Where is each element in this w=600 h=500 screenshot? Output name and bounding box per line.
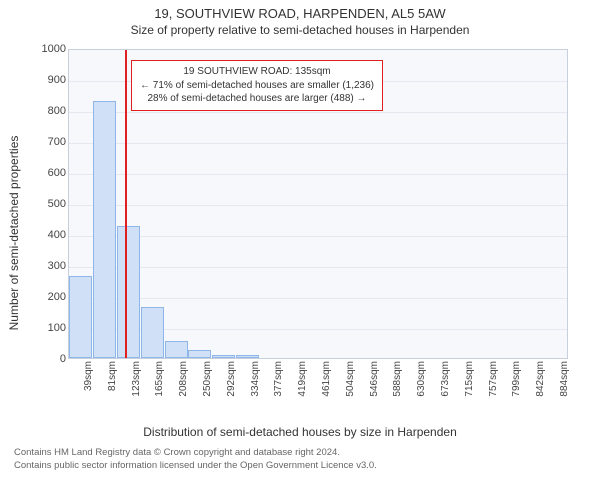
attribution-line-2: Contains public sector information licen… [14,460,600,473]
y-tick-label: 600 [40,167,66,179]
x-tick-label: 588sqm [392,361,403,401]
x-tick-label: 39sqm [83,361,94,401]
x-tick-label: 630sqm [416,361,427,401]
x-tick-label: 292sqm [226,361,237,401]
x-tick-label: 884sqm [559,361,570,401]
x-tick-label: 334sqm [250,361,261,401]
x-tick-label: 419sqm [297,361,308,401]
x-tick-label: 377sqm [273,361,284,401]
annotation-line-1: 19 SOUTHVIEW ROAD: 135sqm [140,65,374,79]
histogram-bar [165,341,188,358]
y-tick-label: 200 [40,291,66,303]
histogram-bar [117,226,140,358]
y-axis-label: Number of semi-detached properties [7,136,21,331]
x-tick-label: 715sqm [464,361,475,401]
x-tick-label: 504sqm [345,361,356,401]
chart-container: Number of semi-detached properties 19 SO… [20,43,580,423]
x-tick-label: 81sqm [107,361,118,401]
histogram-bar [93,101,116,358]
histogram-bar [188,350,211,358]
page-subtitle: Size of property relative to semi-detach… [0,21,600,37]
y-tick-label: 0 [40,353,66,365]
histogram-bar [69,276,92,358]
x-tick-label: 165sqm [154,361,165,401]
histogram-bar [236,355,259,358]
page-title: 19, SOUTHVIEW ROAD, HARPENDEN, AL5 5AW [0,0,600,21]
x-tick-label: 673sqm [440,361,451,401]
x-tick-label: 250sqm [202,361,213,401]
histogram-bar [212,355,235,358]
x-tick-label: 208sqm [178,361,189,401]
annotation-line-3: 28% of semi-detached houses are larger (… [140,92,374,106]
y-tick-label: 500 [40,198,66,210]
x-tick-label: 461sqm [321,361,332,401]
x-axis-label: Distribution of semi-detached houses by … [0,425,600,439]
y-tick-label: 100 [40,322,66,334]
y-tick-label: 1000 [40,43,66,55]
x-tick-label: 842sqm [535,361,546,401]
attribution: Contains HM Land Registry data © Crown c… [0,439,600,473]
y-tick-label: 300 [40,260,66,272]
y-tick-label: 900 [40,74,66,86]
marker-line [125,50,127,358]
x-tick-label: 123sqm [131,361,142,401]
x-tick-label: 799sqm [511,361,522,401]
plot-area: 19 SOUTHVIEW ROAD: 135sqm ← 71% of semi-… [68,49,568,359]
y-tick-label: 800 [40,105,66,117]
attribution-line-1: Contains HM Land Registry data © Crown c… [14,447,600,460]
y-tick-label: 700 [40,136,66,148]
y-tick-label: 400 [40,229,66,241]
annotation-line-2: ← 71% of semi-detached houses are smalle… [140,79,374,93]
annotation-box: 19 SOUTHVIEW ROAD: 135sqm ← 71% of semi-… [131,60,383,111]
x-tick-label: 546sqm [369,361,380,401]
x-tick-label: 757sqm [488,361,499,401]
histogram-bar [141,307,164,358]
